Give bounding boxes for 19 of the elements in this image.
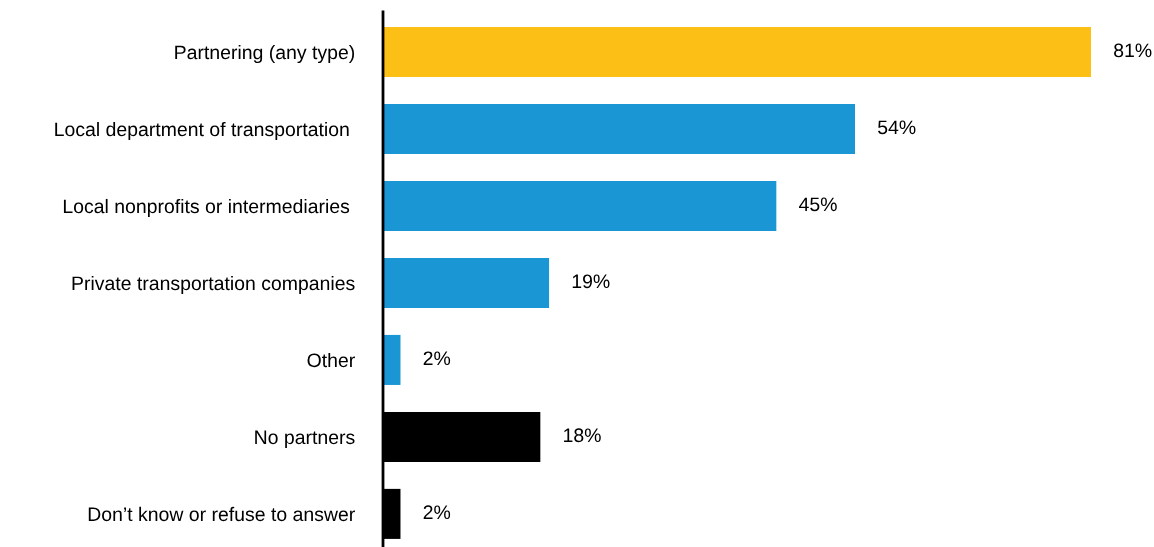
y-tick-label: Other — [307, 352, 355, 368]
data-label: 81% — [1114, 43, 1152, 58]
y-tick-label: No partners — [255, 430, 355, 448]
bar — [383, 257, 550, 308]
y-tick-label: Private transportation companies — [72, 275, 355, 295]
data-label: 2% — [423, 505, 451, 520]
data-label: 2% — [423, 351, 451, 366]
y-tick-label: Local department of transportation — [55, 121, 349, 141]
data-label: 45% — [799, 197, 837, 212]
data-label: 18% — [564, 428, 601, 443]
data-label: 19% — [572, 274, 610, 289]
bar — [383, 103, 855, 155]
y-tick-label: Don’t know or refuse to answer — [88, 506, 355, 522]
bar — [383, 334, 401, 385]
y-tick-label: Local nonprofits or intermediaries — [63, 198, 350, 218]
bar — [383, 180, 777, 231]
data-label: 54% — [878, 120, 916, 135]
y-tick-label: Partnering (any type) — [175, 44, 355, 64]
bar — [383, 27, 1091, 78]
